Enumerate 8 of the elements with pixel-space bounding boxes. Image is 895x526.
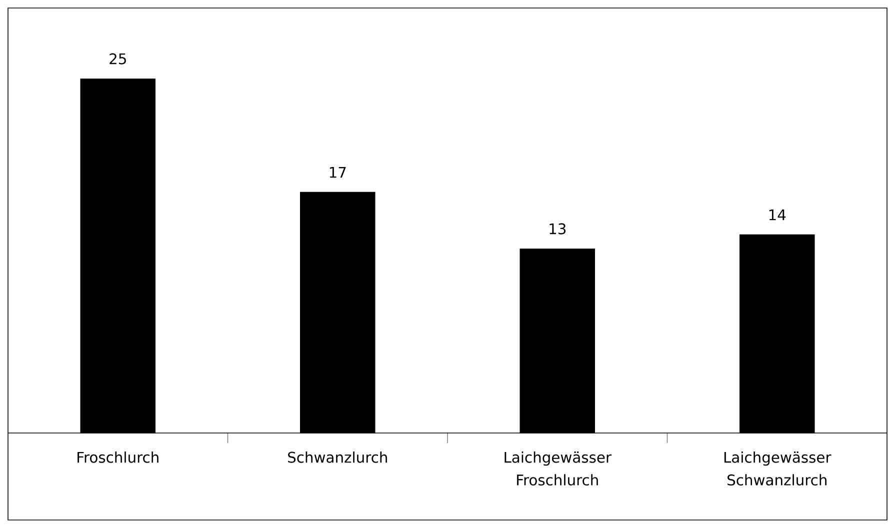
data-label: 13 xyxy=(550,223,566,234)
data-label: 25 xyxy=(110,53,126,64)
x-tick-label: Froschlurch xyxy=(78,451,158,463)
x-tick-label: Laichgewässer Schwanzlurch xyxy=(724,451,832,486)
data-label: 17 xyxy=(330,166,346,178)
data-label: 14 xyxy=(769,209,786,220)
x-tick-label: Laichgewässer Froschlurch xyxy=(504,451,612,486)
x-tick-label: Schwanzlurch xyxy=(288,451,387,463)
